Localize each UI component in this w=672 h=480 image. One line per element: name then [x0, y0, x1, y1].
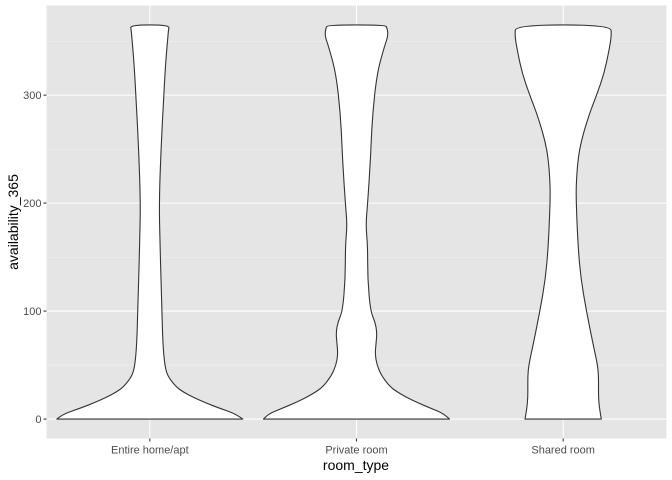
y-axis-title: availability_365 [5, 174, 21, 270]
x-tick-label: Shared room [531, 445, 595, 457]
x-axis-title: room_type [323, 457, 389, 473]
violin-layer [56, 24, 612, 420]
x-tick-label: Entire home/apt [111, 445, 189, 457]
violin-entire-home-apt [56, 24, 244, 420]
violin-private-room [262, 24, 451, 420]
x-tick-label: Private room [325, 445, 387, 457]
y-tick-label: 0 [35, 414, 41, 426]
x-axis: Entire home/apt Private room Shared room [111, 438, 595, 457]
violin-shared-room [514, 24, 612, 420]
y-tick-label: 100 [23, 306, 41, 318]
y-tick-label: 300 [23, 90, 41, 102]
y-tick-label: 200 [23, 198, 41, 210]
y-axis: 0 100 200 300 [23, 90, 47, 426]
